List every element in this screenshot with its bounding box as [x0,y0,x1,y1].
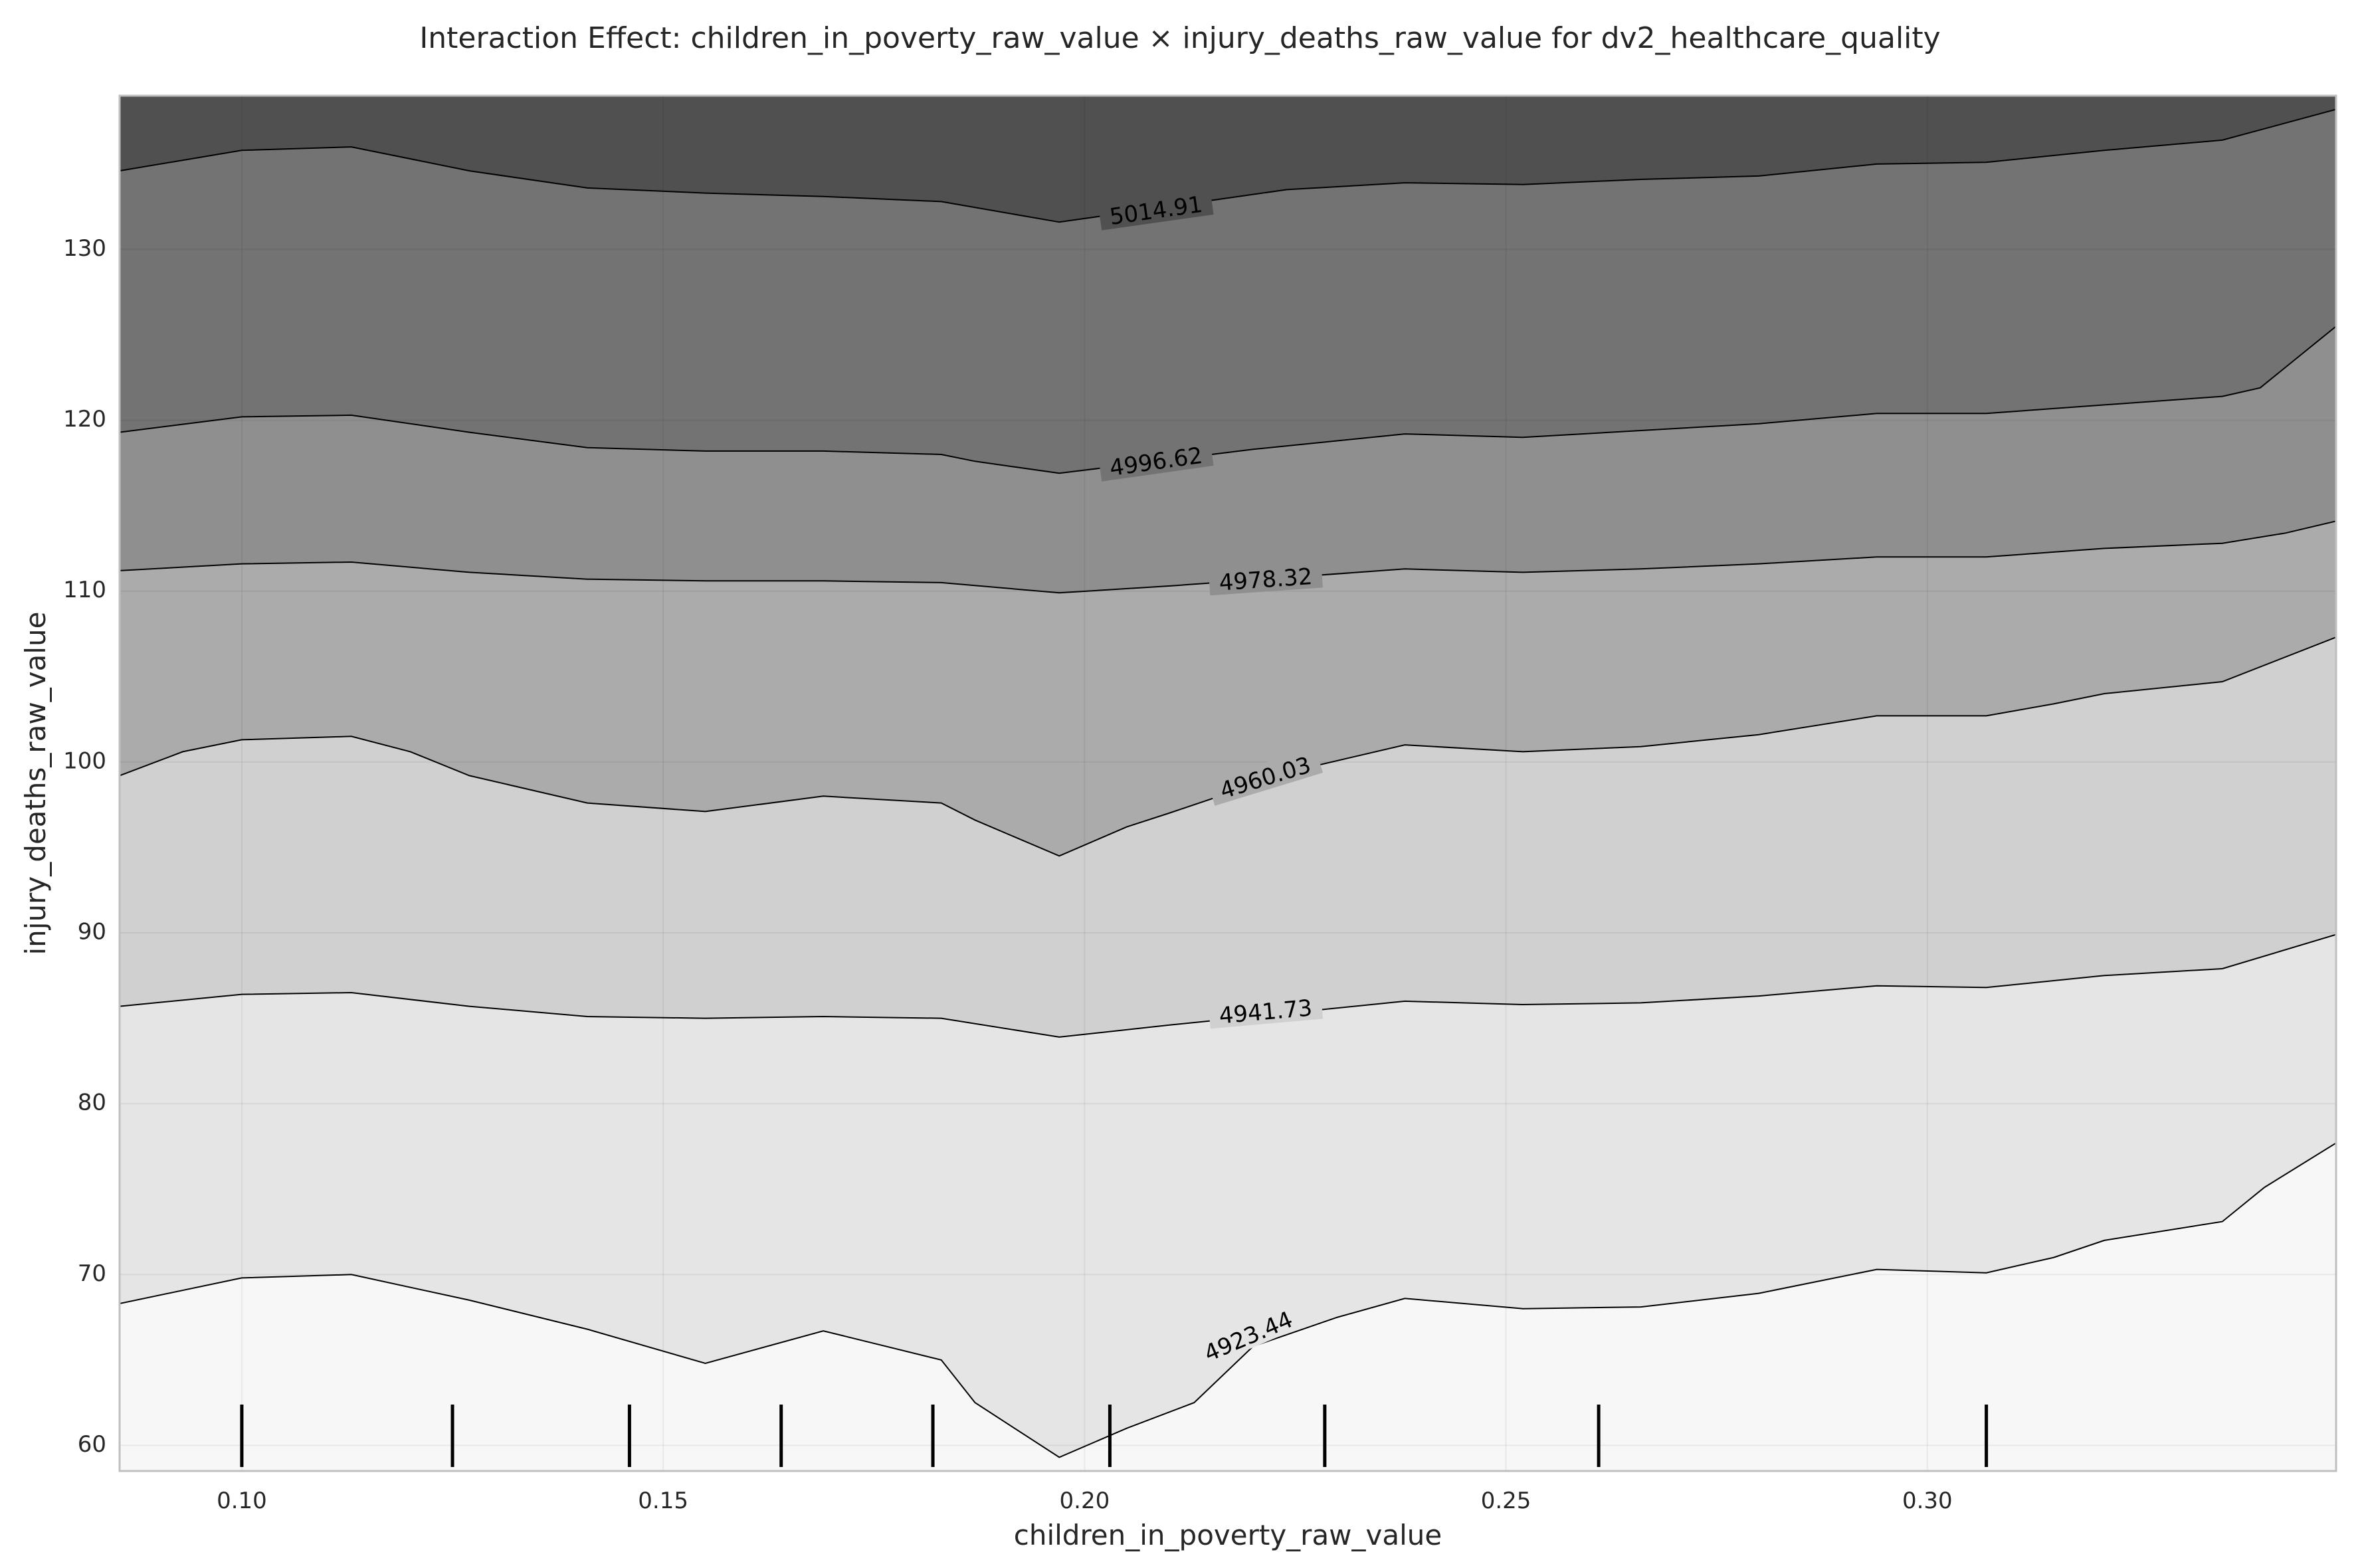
contour-band-2 [120,637,2336,1037]
contour-line-2 [120,637,2336,857]
x-axis-label: children_in_poverty_raw_value [1014,1519,1442,1551]
x-tick-label-4: 0.30 [1902,1488,1953,1514]
chart-title: Interaction Effect: children_in_poverty_… [419,21,1940,55]
contour-band-6 [120,96,2336,223]
x-tick-label-0: 0.10 [217,1488,267,1514]
contour-label-bg-4 [1098,439,1214,482]
y-tick-label-5: 110 [63,577,106,603]
contour-label-3: 4978.32 [1218,563,1313,597]
contour-label-bg-1 [1208,992,1324,1029]
contour-label-group-3: 4978.32 [1208,561,1324,597]
contour-label-bg-2 [1207,747,1324,806]
contour-bands [120,96,2336,1471]
contour-line-4 [120,326,2336,474]
contour-band-0 [120,1143,2336,1471]
y-tick-label-2: 80 [78,1090,106,1116]
contour-band-1 [120,934,2336,1458]
grid-lines [120,96,2336,1471]
y-tick-label-6: 120 [63,406,106,433]
contour-line-5 [120,108,2336,223]
y-tick-label-7: 130 [63,235,106,262]
contour-lines [120,108,2336,1458]
plot-border [118,94,2337,1472]
y-tick-label-1: 70 [78,1260,106,1287]
contour-line-1 [120,933,2336,1038]
y-axis-ticks: 60 70 80 90 100 110 120 130 [63,235,106,1458]
contour-band-3 [120,521,2336,856]
x-tick-label-3: 0.25 [1481,1488,1531,1514]
contour-label-bg-3 [1208,561,1324,596]
y-tick-label-0: 60 [78,1431,106,1458]
y-tick-label-4: 100 [63,747,106,774]
y-tick-label-3: 90 [78,919,106,945]
rug-marks [240,1405,1989,1467]
contour-label-bg-5 [1098,188,1214,231]
contour-label-bg-0 [1191,1301,1306,1370]
x-axis-ticks: 0.10 0.15 0.20 0.25 0.30 [217,1488,1953,1514]
x-tick-label-1: 0.15 [638,1488,688,1514]
contour-label-group-5: 5014.91 [1098,188,1214,231]
x-tick-label-2: 0.20 [1060,1488,1110,1514]
contour-band-5 [120,109,2336,474]
contour-band-4 [120,326,2336,593]
y-axis-label: injury_deaths_raw_value [19,612,52,955]
plot-area: 4923.444941.734960.034978.324996.625014.… [118,94,2337,1472]
